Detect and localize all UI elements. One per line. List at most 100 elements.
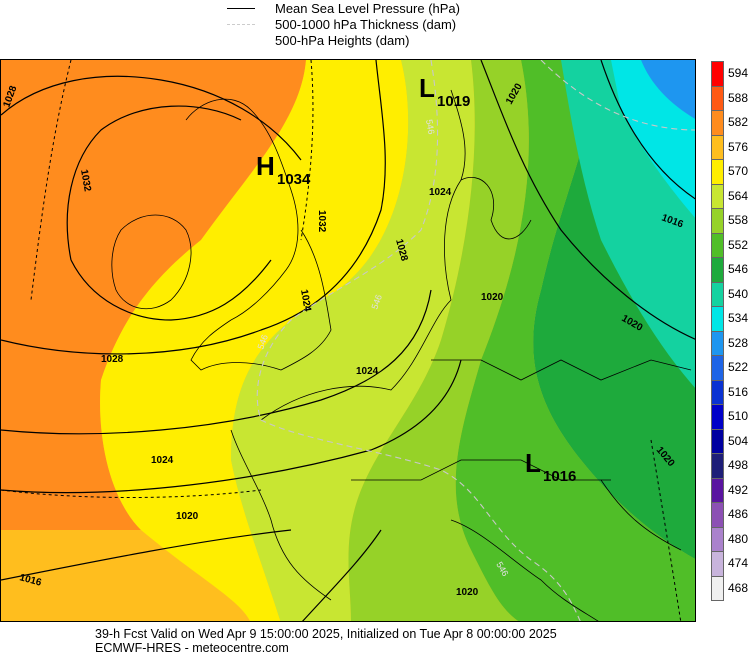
isobar-label: 1032 — [316, 210, 327, 233]
scale-label: 534 — [728, 311, 749, 326]
fill-band-558 — [348, 60, 529, 621]
scale-swatch — [711, 281, 724, 307]
isobars — [1, 60, 695, 621]
scale-label: 558 — [728, 213, 749, 228]
scale-label: 498 — [728, 458, 749, 473]
isobar-label: 1020 — [481, 292, 504, 303]
scale-swatch — [711, 208, 724, 234]
thickness-lines — [256, 60, 695, 621]
isobar-1032-west — [66, 105, 242, 261]
legend-thickness-label: 500-1000 hPa Thickness (dam) — [275, 17, 457, 32]
scale-swatch — [711, 404, 724, 430]
isobar-label: 1028 — [101, 354, 124, 365]
scale-label: 570 — [728, 164, 749, 179]
scale-swatch — [711, 85, 724, 111]
dashed-line-icon — [227, 24, 255, 25]
forecast-map: 1028 1032 1032 1028 1024 1024 1020 1028 … — [0, 59, 696, 622]
fill-band-564 — [231, 60, 475, 621]
height-line-north — [300, 60, 314, 241]
scale-swatch — [711, 526, 724, 552]
isobar-label: 1024 — [298, 289, 313, 313]
footer-source: ECMWF-HRES - meteocentre.com — [95, 641, 289, 655]
thickness-546 — [256, 60, 581, 621]
scale-label: 522 — [728, 360, 749, 375]
footer-valid-time: 39-h Fcst Valid on Wed Apr 9 15:00:00 20… — [95, 627, 557, 641]
great-britain-outline — [185, 98, 332, 371]
fill-band-576-south — [1, 530, 250, 621]
scale-swatch — [711, 183, 724, 209]
scale-label: 516 — [728, 384, 749, 399]
low-center-letter: L — [419, 73, 435, 103]
italy-outline — [450, 519, 599, 621]
high-center-letter: H — [256, 151, 275, 181]
fill-band-582 — [1, 60, 306, 530]
scale-label: 474 — [728, 556, 749, 571]
isobar-1020-east — [480, 60, 695, 340]
map-legend: Mean Sea Level Pressure (hPa) 500-1000 h… — [225, 0, 525, 58]
scale-label: 564 — [728, 188, 749, 203]
scale-swatch — [711, 257, 724, 283]
thickness-label: 546 — [369, 293, 384, 311]
coastlines — [111, 89, 692, 621]
forecast-map-canvas: 1028 1032 1032 1028 1024 1024 1020 1028 … — [1, 60, 695, 621]
legend-heights: 500-hPa Heights (dam) — [225, 33, 525, 49]
low-center-value: 1019 — [437, 93, 470, 110]
pressure-centers: H 1034 L 1019 L 1016 — [256, 73, 576, 485]
scale-label: 588 — [728, 90, 749, 105]
isobar-label: 1020 — [456, 587, 479, 598]
legend-mslp: Mean Sea Level Pressure (hPa) — [225, 1, 525, 17]
legend-mslp-label: Mean Sea Level Pressure (hPa) — [275, 1, 460, 16]
low-center-value: 1016 — [543, 468, 576, 485]
scale-label: 582 — [728, 115, 749, 130]
alpine-borders — [351, 459, 611, 481]
fill-band-570 — [100, 60, 409, 621]
isobar-1032-south — [70, 259, 272, 321]
height-line-south — [1, 489, 262, 498]
scale-label: 594 — [728, 66, 749, 81]
central-europe-borders — [431, 359, 692, 381]
low-center-letter: L — [525, 448, 541, 478]
scale-swatch — [711, 379, 724, 405]
adriatic-coast — [600, 479, 682, 551]
scale-swatch — [711, 551, 724, 577]
scale-label: 576 — [728, 139, 749, 154]
ireland-outline — [111, 214, 192, 309]
isobar-label: 1024 — [429, 187, 452, 198]
thickness-label: 546 — [255, 333, 270, 351]
scale-swatch — [711, 453, 724, 479]
isobar-label: 1024 — [356, 366, 379, 377]
isobar-1016-east — [600, 60, 695, 200]
fill-band-528 — [641, 60, 695, 119]
isobar-label: 1020 — [176, 511, 199, 522]
scale-label: 492 — [728, 482, 749, 497]
color-scale: 594 588 582 576 570 564 558 552 546 540 534 528 522 5… — [711, 61, 750, 621]
legend-thickness: 500-1000 hPa Thickness (dam) — [225, 17, 525, 33]
thickness-label: 546 — [424, 119, 436, 136]
high-center-value: 1034 — [277, 171, 311, 188]
isobar-1020-south — [302, 529, 382, 621]
isobar-1020 — [1, 359, 462, 494]
scale-label: 480 — [728, 531, 749, 546]
isobar-1024 — [1, 289, 432, 435]
isobar-1016 — [1, 529, 292, 581]
scale-label: 552 — [728, 237, 749, 252]
scale-swatch — [711, 110, 724, 136]
scale-label: 486 — [728, 507, 749, 522]
scale-label: 504 — [728, 433, 749, 448]
scale-swatch — [711, 134, 724, 160]
scale-label: 540 — [728, 286, 749, 301]
scale-swatch — [711, 232, 724, 258]
height-line-east — [650, 439, 682, 621]
thickness-labels: 546 546 546 546 — [255, 119, 510, 578]
scale-label: 528 — [728, 335, 749, 350]
height-line-west — [30, 60, 72, 301]
scale-swatch — [711, 159, 724, 185]
scale-swatch — [711, 477, 724, 503]
map-footer: 39-h Fcst Valid on Wed Apr 9 15:00:00 20… — [95, 627, 557, 655]
isobar-label: 1024 — [151, 455, 174, 466]
scale-swatch — [711, 330, 724, 356]
scale-swatch — [711, 428, 724, 454]
isobar-1028-north — [1, 75, 302, 161]
legend-heights-label: 500-hPa Heights (dam) — [275, 33, 410, 48]
solid-line-icon — [227, 8, 255, 9]
